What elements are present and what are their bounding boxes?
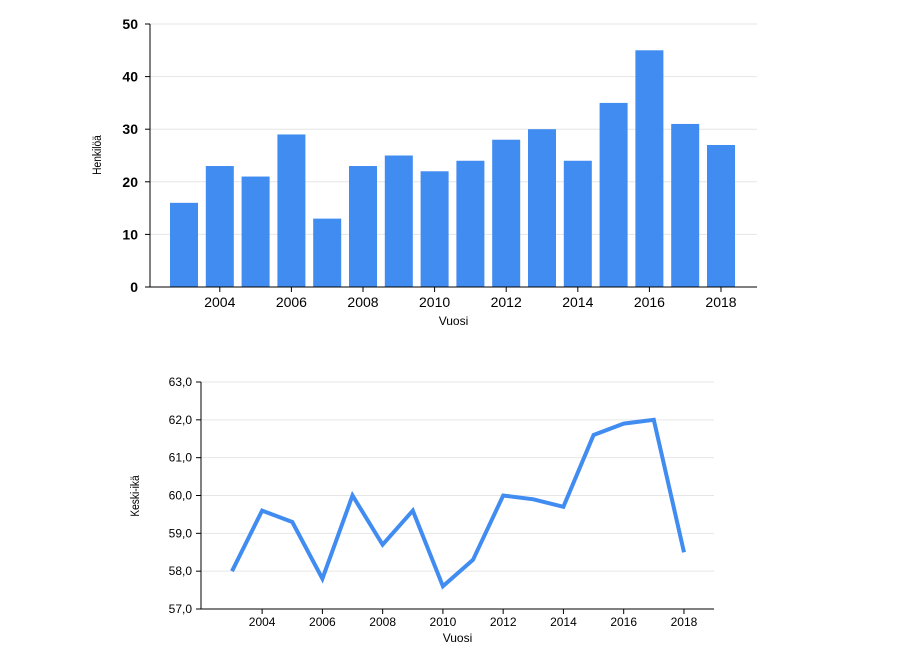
- line-y-tick-label: 61,0: [169, 451, 193, 465]
- line-x-tick-label: 2018: [671, 615, 698, 629]
- bar: [671, 123, 700, 287]
- bar: [420, 171, 449, 287]
- bar-y-tick-label: 10: [122, 226, 138, 242]
- bar: [707, 144, 735, 287]
- line-x-tick-label: 2006: [309, 615, 336, 629]
- line-y-tick-label: 62,0: [169, 413, 193, 427]
- bar: [205, 166, 234, 287]
- bar: [349, 166, 377, 287]
- line-chart: 57,0 58,0 59,0 60,0 61,0 62,0 63,0 2004 2006 2008…: [129, 375, 714, 645]
- bar: [313, 218, 342, 287]
- line-x-tick-label: 2012: [490, 615, 517, 629]
- line-x-tick-label: 2004: [249, 615, 276, 629]
- bar: [456, 160, 485, 287]
- bar: [635, 50, 664, 287]
- bar-x-tick-label: 2004: [204, 294, 235, 310]
- line-y-tick-label: 63,0: [169, 375, 193, 389]
- bar: [241, 176, 270, 287]
- bar-x-tick-label: 2018: [705, 294, 736, 310]
- bar: [492, 139, 521, 287]
- bar: [170, 202, 198, 287]
- bar-chart: 0 10 20 30 40 50 2004 2006 2008 2010 2012 2014 2016 2…: [91, 16, 757, 328]
- line-x-axis-title: Vuosi: [443, 631, 473, 645]
- bar: [599, 102, 628, 288]
- bar-x-tick-label: 2010: [419, 294, 450, 310]
- line-x-tick-label: 2014: [550, 615, 577, 629]
- bar-y-tick-label: 30: [122, 121, 138, 137]
- line-y-axis-title: Keski-ikä: [129, 475, 142, 517]
- bar: [277, 134, 306, 287]
- line-y-tick-label: 58,0: [169, 564, 193, 578]
- bar-x-tick-label: 2008: [347, 294, 378, 310]
- bar: [563, 160, 592, 287]
- bar-x-tick-label: 2016: [634, 294, 665, 310]
- bar-y-axis-title: Henkilöä: [91, 134, 104, 174]
- line-y-tick-label: 57,0: [169, 602, 193, 616]
- line-x-tick-label: 2016: [610, 615, 637, 629]
- line-y-tick-label: 60,0: [169, 489, 193, 503]
- bar: [384, 155, 413, 287]
- bar-x-tick-label: 2006: [276, 294, 307, 310]
- line-y-tick-label: 59,0: [169, 526, 193, 540]
- bar-x-tick-label: 2012: [491, 294, 522, 310]
- bar-x-tick-label: 2014: [562, 294, 593, 310]
- line-x-tick-label: 2008: [369, 615, 396, 629]
- bar: [528, 129, 556, 287]
- bar-x-axis-title: Vuosi: [439, 314, 469, 328]
- bar-y-tick-label: 20: [122, 174, 138, 190]
- line-x-tick-label: 2010: [430, 615, 457, 629]
- bar-y-tick-label: 50: [122, 16, 138, 32]
- bar-y-tick-label: 0: [130, 279, 138, 295]
- series-line: [230, 417, 686, 590]
- bar-y-tick-label: 40: [122, 69, 138, 85]
